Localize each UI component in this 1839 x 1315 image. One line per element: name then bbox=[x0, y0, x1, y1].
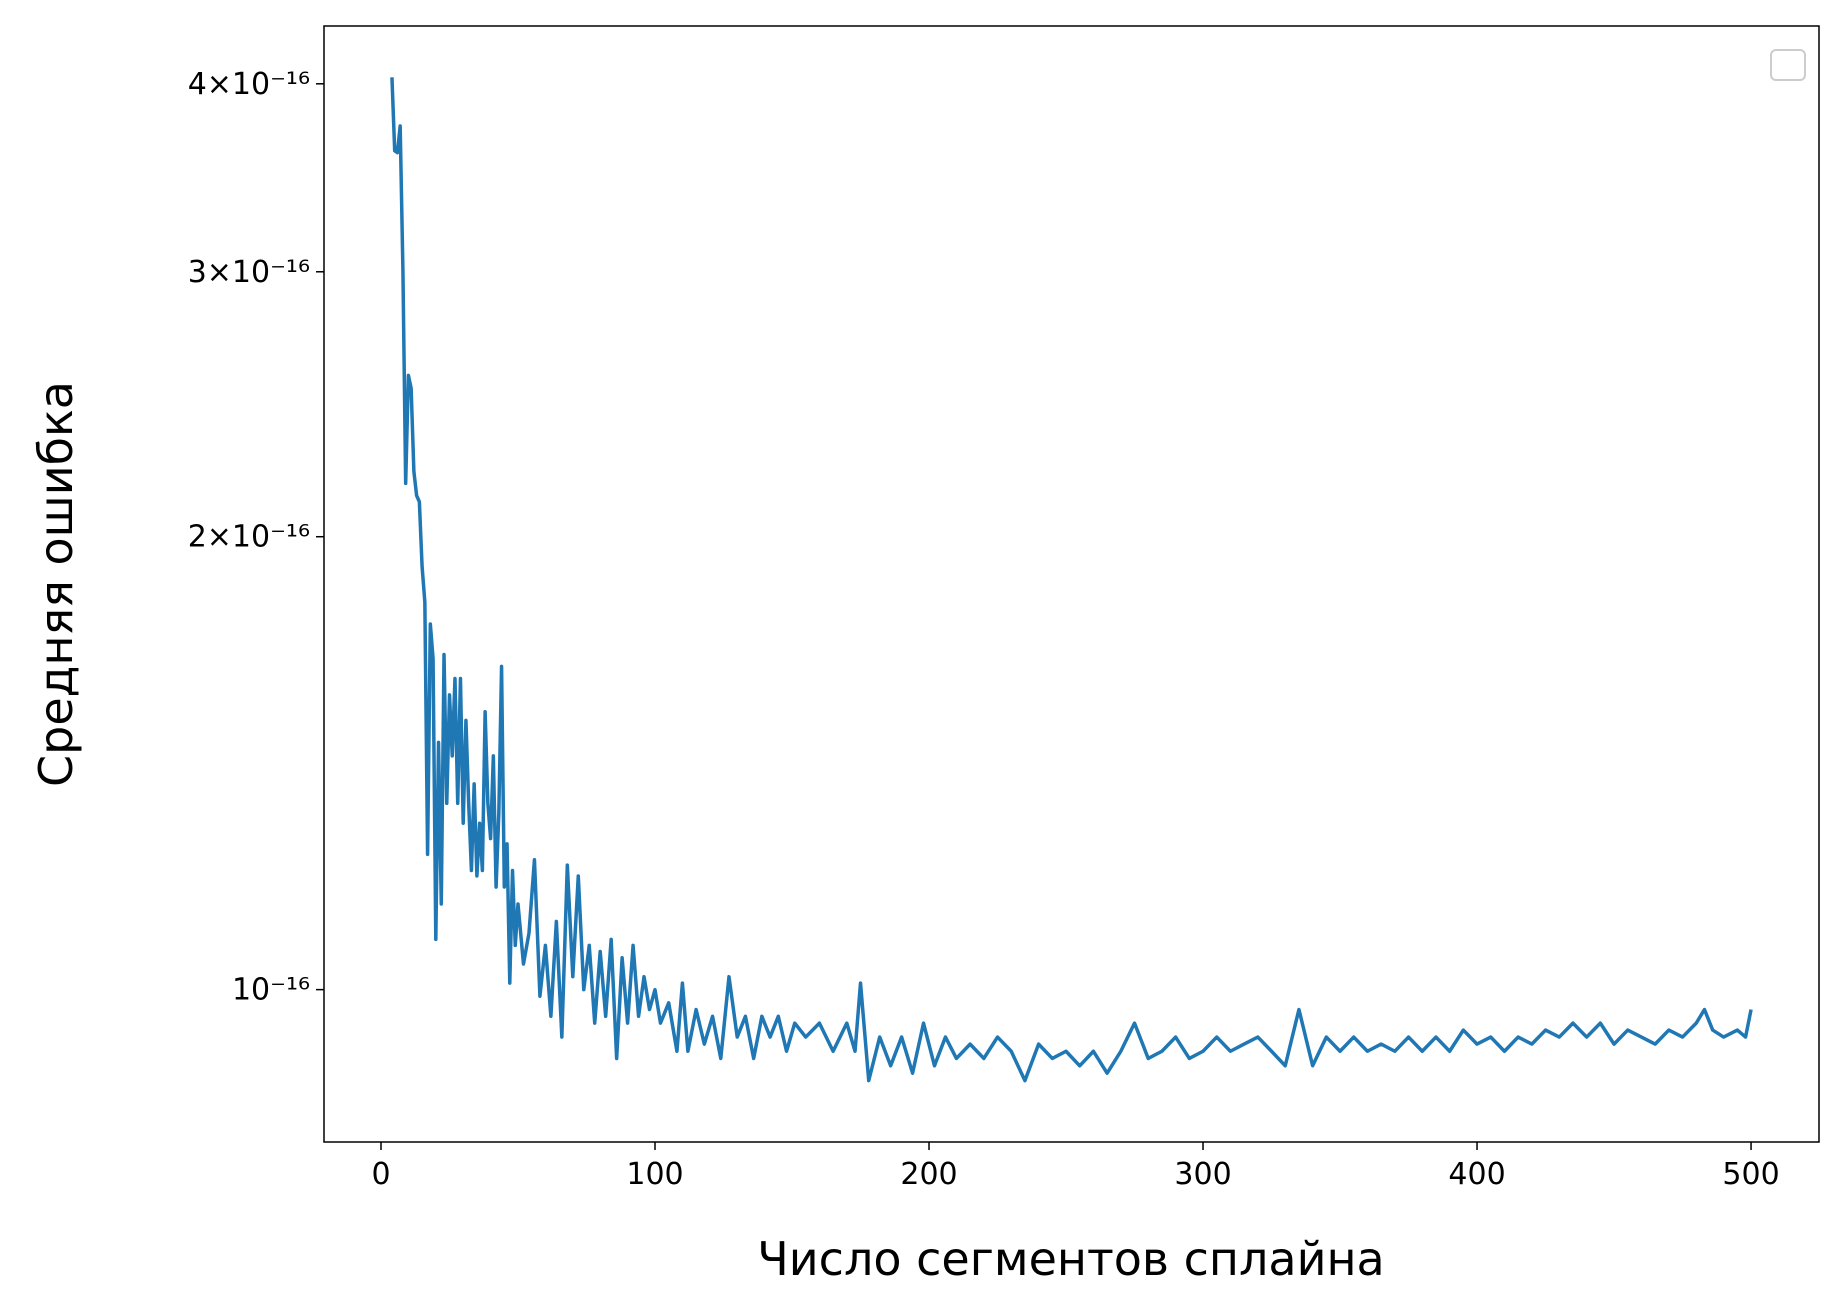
y-axis-label: Средняя ошибка bbox=[29, 381, 83, 787]
x-tick-label: 500 bbox=[1722, 1157, 1779, 1192]
legend-box bbox=[1770, 49, 1806, 81]
x-tick-label: 300 bbox=[1174, 1157, 1231, 1192]
y-tick-label: 3×10⁻¹⁶ bbox=[188, 255, 310, 290]
x-tick-label: 200 bbox=[900, 1157, 957, 1192]
x-tick-label: 100 bbox=[626, 1157, 683, 1192]
y-tick-label: 4×10⁻¹⁶ bbox=[188, 67, 310, 102]
x-tick-label: 0 bbox=[371, 1157, 390, 1192]
x-axis-label: Число сегментов сплайна bbox=[757, 1232, 1385, 1286]
axes-frame bbox=[323, 25, 1820, 1143]
x-tick-label: 400 bbox=[1448, 1157, 1505, 1192]
plot-area: 0 100 200 300 400 500 10⁻¹⁶ 2×10⁻¹⁶ 3×10⁻¹⁶ 4×10⁻… bbox=[188, 25, 1820, 1192]
y-tick-label: 10⁻¹⁶ bbox=[232, 973, 310, 1008]
y-tick-label: 2×10⁻¹⁶ bbox=[188, 520, 310, 555]
data-line bbox=[390, 77, 1753, 1083]
